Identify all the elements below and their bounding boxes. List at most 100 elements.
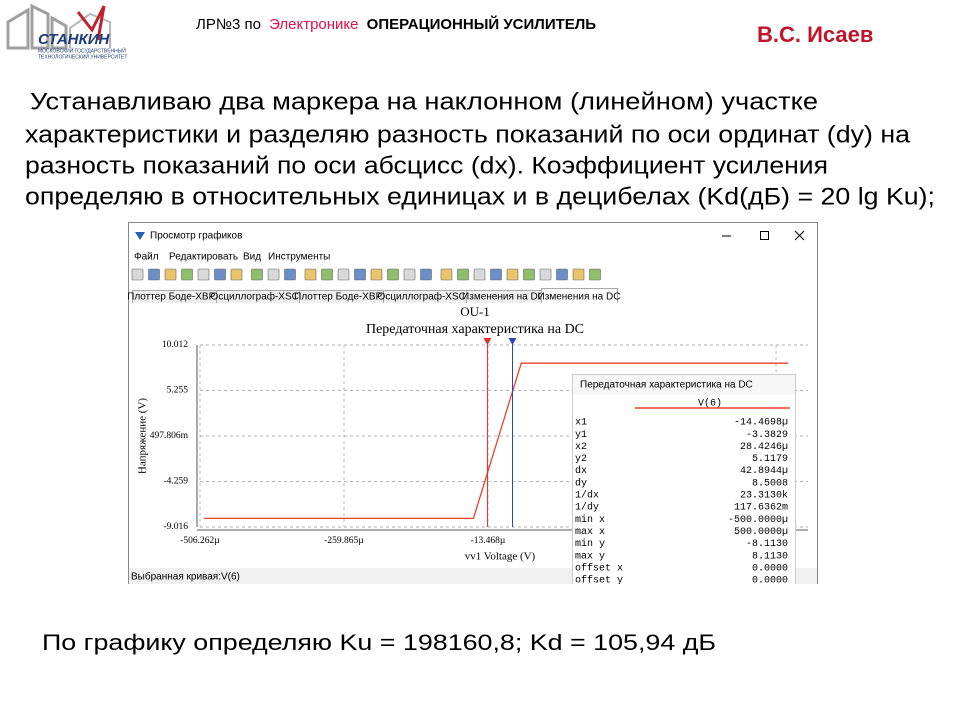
cursor-table-label: offset y bbox=[575, 575, 623, 587]
toolbar-button[interactable] bbox=[321, 268, 333, 281]
menu-bar: Файл Редактировать Вид Инструменты bbox=[134, 252, 330, 263]
toolbar-button[interactable] bbox=[457, 268, 469, 281]
slide-header: ЛР№3 по Электронике ОПЕРАЦИОННЫЙ УСИЛИТЕ… bbox=[196, 15, 596, 33]
toolbar-button[interactable] bbox=[490, 268, 502, 281]
toolbar-button[interactable] bbox=[284, 268, 296, 281]
window: Просмотр графиков Файл Редактировать Вид Ин… bbox=[127, 222, 818, 587]
cursor-table-value: -3.3829 bbox=[746, 430, 788, 441]
cursor-table-value: 0.0000 bbox=[752, 576, 788, 587]
maximize-button[interactable] bbox=[760, 231, 769, 240]
cursor-handle[interactable] bbox=[508, 338, 517, 345]
logo-subtitle: МОСКОВСКИЙ ГОСУДАРСТВЕННЫЙ bbox=[38, 46, 126, 54]
cursor-table-value: -8.1130 bbox=[746, 539, 788, 550]
toolbar-button[interactable] bbox=[403, 268, 416, 281]
logo-subtitle: ТЕХНОЛОГИЧЕСКИЙ УНИВЕРСИТЕТ bbox=[38, 52, 127, 60]
cursor-table-label: min x bbox=[575, 514, 605, 526]
toolbar-button[interactable] bbox=[214, 268, 226, 281]
toolbar-button[interactable] bbox=[354, 268, 366, 281]
cursor-table-label: y2 bbox=[575, 454, 587, 465]
body-line: Устанавливаю два маркера на наклонном (л… bbox=[30, 88, 818, 115]
tab-label: Осциллограф-XSC1 bbox=[378, 291, 472, 303]
cursor-table-label: min y bbox=[575, 538, 605, 550]
toolbar-button[interactable] bbox=[164, 268, 177, 281]
toolbar-button[interactable] bbox=[572, 268, 585, 281]
toolbar-button[interactable] bbox=[523, 268, 535, 281]
x-tick-label: -259.865µ bbox=[324, 536, 364, 546]
cursor-table: Передаточная характеристика на DC V(6) x1 -… bbox=[572, 374, 796, 587]
toolbar-button[interactable] bbox=[420, 268, 432, 281]
toolbar-button[interactable] bbox=[589, 268, 601, 281]
y-tick-label: -9.016 bbox=[163, 522, 188, 532]
toolbar-button[interactable] bbox=[473, 268, 486, 281]
logo-name: СТАНКИН bbox=[38, 31, 111, 48]
toolbar-button[interactable] bbox=[440, 268, 453, 281]
toolbar-button[interactable] bbox=[304, 268, 317, 281]
toolbar bbox=[131, 268, 601, 281]
close-button[interactable] bbox=[794, 230, 805, 241]
toolbar-button[interactable] bbox=[556, 268, 568, 281]
cursor-table-column: V(6) bbox=[698, 398, 722, 410]
toolbar-button[interactable] bbox=[131, 268, 144, 281]
cursor-table-label: max x bbox=[575, 527, 605, 538]
cursor-handle[interactable] bbox=[483, 338, 492, 345]
toolbar-button[interactable] bbox=[539, 268, 552, 281]
toolbar-button[interactable] bbox=[387, 268, 399, 281]
tab-label: Изменения на DC bbox=[462, 292, 545, 303]
cursor-table-label: offset x bbox=[575, 562, 623, 574]
cursor-table-value: 5.1179 bbox=[752, 454, 788, 465]
tab-label: Осциллограф-XSC1 bbox=[211, 291, 305, 303]
cursor-table-label: x1 bbox=[575, 418, 587, 429]
body-line: разность показаний по оси абсцисс (dx). … bbox=[25, 152, 828, 179]
cursor-table-label: 1/dx bbox=[575, 490, 599, 502]
menu-item[interactable]: Редактировать bbox=[169, 252, 238, 263]
header-part: ЛР№3 по bbox=[196, 16, 261, 33]
toolbar-button[interactable] bbox=[230, 268, 243, 281]
toolbar-button[interactable] bbox=[267, 268, 280, 281]
window-icon bbox=[135, 232, 145, 240]
toolbar-button[interactable] bbox=[251, 268, 263, 281]
cursor-table-label: x2 bbox=[575, 442, 587, 453]
cursor-table-value: 8.5008 bbox=[752, 478, 788, 489]
cursor-table-value: -500.0000µ bbox=[728, 515, 788, 526]
logo: СТАНКИН МОСКОВСКИЙ ГОСУДАРСТВЕННЫЙ ТЕХНО… bbox=[6, 3, 127, 60]
cursor-table-value: 8.1130 bbox=[752, 551, 788, 562]
cursor-table-label: 1/dy bbox=[575, 502, 599, 514]
window-title: Просмотр графиков bbox=[150, 230, 242, 242]
cursor-table-value: 28.4246µ bbox=[740, 442, 788, 453]
body-text: Устанавливаю два маркера на наклонном (л… bbox=[25, 88, 935, 210]
toolbar-button[interactable] bbox=[181, 268, 193, 281]
chart-title: OU-1 bbox=[460, 304, 490, 319]
menu-item[interactable]: Вид bbox=[243, 252, 261, 263]
menu-item[interactable]: Файл bbox=[134, 252, 159, 263]
y-tick-label: 497.806m bbox=[150, 431, 189, 441]
tab-bar: Плоттер Боде-XBP1Осциллограф-XSC1Плоттер… bbox=[127, 288, 621, 304]
cursor-table-frame bbox=[572, 374, 796, 584]
toolbar-button[interactable] bbox=[148, 268, 160, 281]
tab-label: Плоттер Боде-XBP1 bbox=[127, 292, 221, 303]
body-line: определяю в относительных единицах и в д… bbox=[25, 183, 935, 210]
y-axis-label: Напряжение (V) bbox=[137, 398, 149, 474]
cursor-table-value: 42.8944µ bbox=[740, 466, 788, 477]
toolbar-button[interactable] bbox=[506, 268, 519, 281]
tab-label: Изменения на DC bbox=[538, 292, 621, 303]
toolbar-button[interactable] bbox=[197, 268, 210, 281]
status-text: Выбранная кривая:V(6) bbox=[131, 571, 240, 583]
toolbar-button[interactable] bbox=[370, 268, 383, 281]
tab-label: Плоттер Боде-XBP1 bbox=[294, 292, 388, 303]
y-tick-label: -4.259 bbox=[163, 477, 188, 487]
result: По графику определяю Ku = 198160,8; Kd =… bbox=[42, 630, 716, 655]
cursor-table-label: max y bbox=[575, 551, 605, 562]
chart-subtitle: Передаточная характеристика на DC bbox=[366, 322, 584, 337]
body-line: характеристики и разделяю разность показ… bbox=[25, 121, 911, 148]
author: В.С. Исаев bbox=[757, 22, 873, 47]
menu-item[interactable]: Инструменты bbox=[268, 252, 330, 263]
cursor-table-label: dy bbox=[575, 477, 587, 489]
cursor-table-value: -14.4698µ bbox=[734, 418, 788, 429]
cursor-table-value: 0.0000 bbox=[752, 563, 788, 574]
toolbar-button[interactable] bbox=[337, 268, 350, 281]
x-tick-label: -13.468µ bbox=[471, 536, 506, 546]
data-line bbox=[203, 362, 789, 520]
header-part: ОПЕРАЦИОННЫЙ УСИЛИТЕЛЬ bbox=[367, 15, 597, 33]
